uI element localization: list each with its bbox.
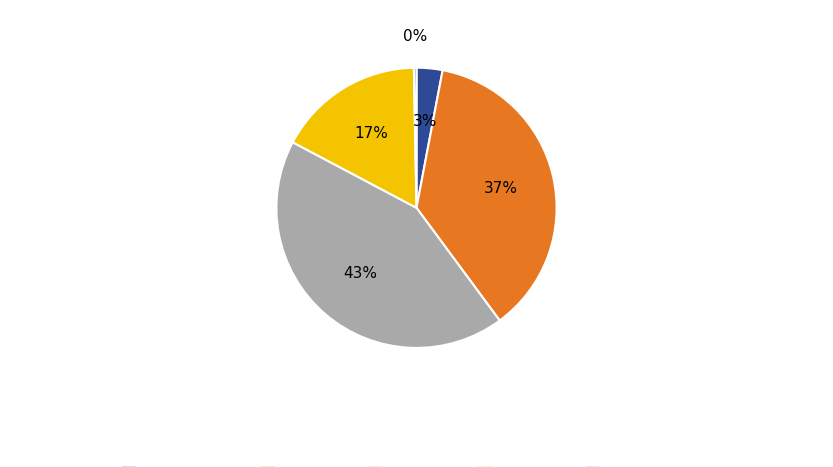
Legend: Less than 25%, 26 to 50%, 51 to 75%, 76 to 90%, More than 90%: Less than 25%, 26 to 50%, 51 to 75%, 76 … (114, 460, 719, 467)
Wedge shape (414, 68, 416, 208)
Text: 37%: 37% (484, 181, 518, 196)
Wedge shape (292, 68, 416, 208)
Text: 17%: 17% (354, 126, 388, 142)
Wedge shape (277, 142, 500, 348)
Text: 43%: 43% (343, 266, 377, 281)
Wedge shape (416, 70, 556, 320)
Wedge shape (416, 68, 442, 208)
Text: 3%: 3% (412, 114, 436, 129)
Text: 0%: 0% (403, 29, 427, 44)
